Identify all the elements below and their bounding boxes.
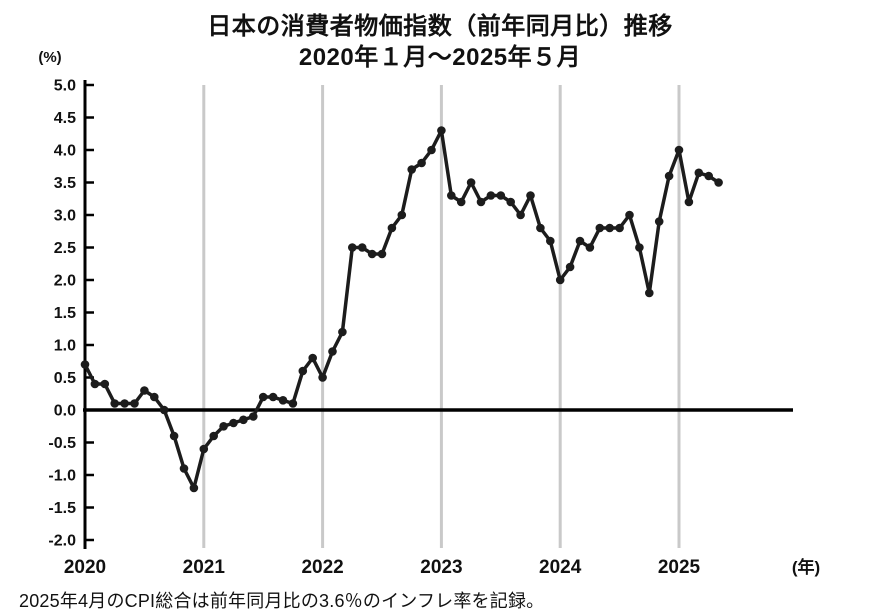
data-point [496, 191, 506, 200]
data-point [278, 396, 288, 405]
data-point [130, 399, 139, 408]
data-point [536, 223, 545, 233]
data-point [476, 197, 486, 207]
y-tick-label: 5.0 [54, 78, 76, 95]
footer-note: 2025年4月のCPI総合は前年同月比の3.6％のインフレ率を記録。 [19, 591, 545, 611]
data-point [338, 327, 347, 337]
y-tick-label: 0.0 [54, 403, 76, 420]
data-point [268, 392, 278, 402]
data-point [219, 422, 228, 431]
data-point [140, 386, 149, 395]
data-point [437, 126, 446, 135]
data-point [239, 415, 248, 425]
data-point [387, 223, 397, 233]
data-point [249, 412, 258, 421]
data-point [100, 379, 110, 389]
data-point [417, 158, 426, 168]
data-point [585, 243, 595, 252]
x-tick-label: 2025 [658, 557, 701, 578]
x-tick-label: 2024 [539, 557, 582, 578]
x-tick-label: 2022 [301, 557, 343, 578]
x-tick-label: 2020 [64, 557, 106, 578]
data-point [427, 145, 436, 155]
data-point [288, 399, 298, 408]
data-point [506, 197, 515, 207]
data-point [605, 223, 614, 233]
data-point [199, 444, 209, 454]
data-point [565, 262, 575, 272]
data-point [179, 464, 189, 473]
data-point [209, 431, 218, 441]
y-tick-label: 0.5 [54, 370, 76, 387]
y-axis-unit-label: (%) [38, 49, 61, 66]
y-tick-label: 2.0 [54, 273, 76, 290]
data-point [625, 210, 634, 220]
data-point [377, 249, 387, 259]
data-point [367, 249, 377, 259]
y-tick-label: 3.5 [54, 175, 76, 192]
y-tick-label: 4.0 [54, 143, 76, 160]
data-point [694, 168, 704, 178]
data-point [328, 347, 337, 356]
data-point [348, 243, 357, 252]
y-tick-label: -2.0 [48, 533, 76, 550]
data-point [575, 236, 585, 246]
data-point [357, 243, 367, 252]
data-point [80, 360, 90, 369]
cpi-line [83, 128, 721, 490]
data-point [516, 210, 525, 220]
y-tick-label: 3.0 [54, 208, 76, 225]
y-tick-label: 1.0 [54, 338, 76, 355]
data-point [447, 191, 456, 200]
data-point [407, 165, 417, 174]
data-point [635, 243, 644, 252]
x-tick-label: 2021 [183, 557, 226, 578]
data-point [229, 418, 238, 428]
data-point [308, 353, 318, 363]
data-point [90, 379, 100, 389]
data-point [615, 223, 624, 233]
data-point [318, 373, 327, 382]
data-point [546, 236, 555, 246]
y-tick-label: -1.5 [48, 500, 76, 517]
data-point [645, 288, 654, 298]
data-point [654, 217, 664, 226]
data-point [159, 405, 169, 415]
data-point [466, 178, 476, 187]
data-point [684, 197, 694, 207]
data-point [456, 197, 466, 207]
y-tick-label: 1.5 [54, 305, 76, 322]
x-axis-unit-label: (年) [792, 557, 820, 577]
y-tick-label: 2.5 [54, 240, 76, 257]
data-point [258, 392, 268, 402]
data-point [150, 392, 159, 402]
data-point [169, 431, 179, 441]
data-point [397, 210, 407, 220]
chart-subtitle: 2020年１月～2025年５月 [298, 44, 582, 71]
data-point [714, 178, 723, 187]
data-point [189, 483, 199, 493]
data-point [120, 399, 129, 408]
y-tick-label: -1.0 [48, 468, 76, 485]
x-tick-label: 2023 [420, 557, 462, 578]
data-point [704, 171, 713, 181]
data-point [664, 171, 674, 181]
y-tick-label: -0.5 [48, 435, 76, 452]
y-tick-label: 4.5 [54, 110, 76, 127]
plot-area: 5.0 4.5 4.0 3.5 3.0 2.5 2.0 1.5 1.0 0.5 0.0 -0.5 -1.… [48, 78, 793, 578]
data-point [674, 145, 684, 155]
data-point [555, 275, 565, 285]
data-point [298, 366, 308, 376]
data-point [526, 191, 535, 200]
data-point [110, 399, 119, 408]
data-point [486, 191, 496, 200]
chart-title: 日本の消費者物価指数（前年同月比）推移 [207, 13, 673, 40]
data-point [595, 223, 605, 233]
